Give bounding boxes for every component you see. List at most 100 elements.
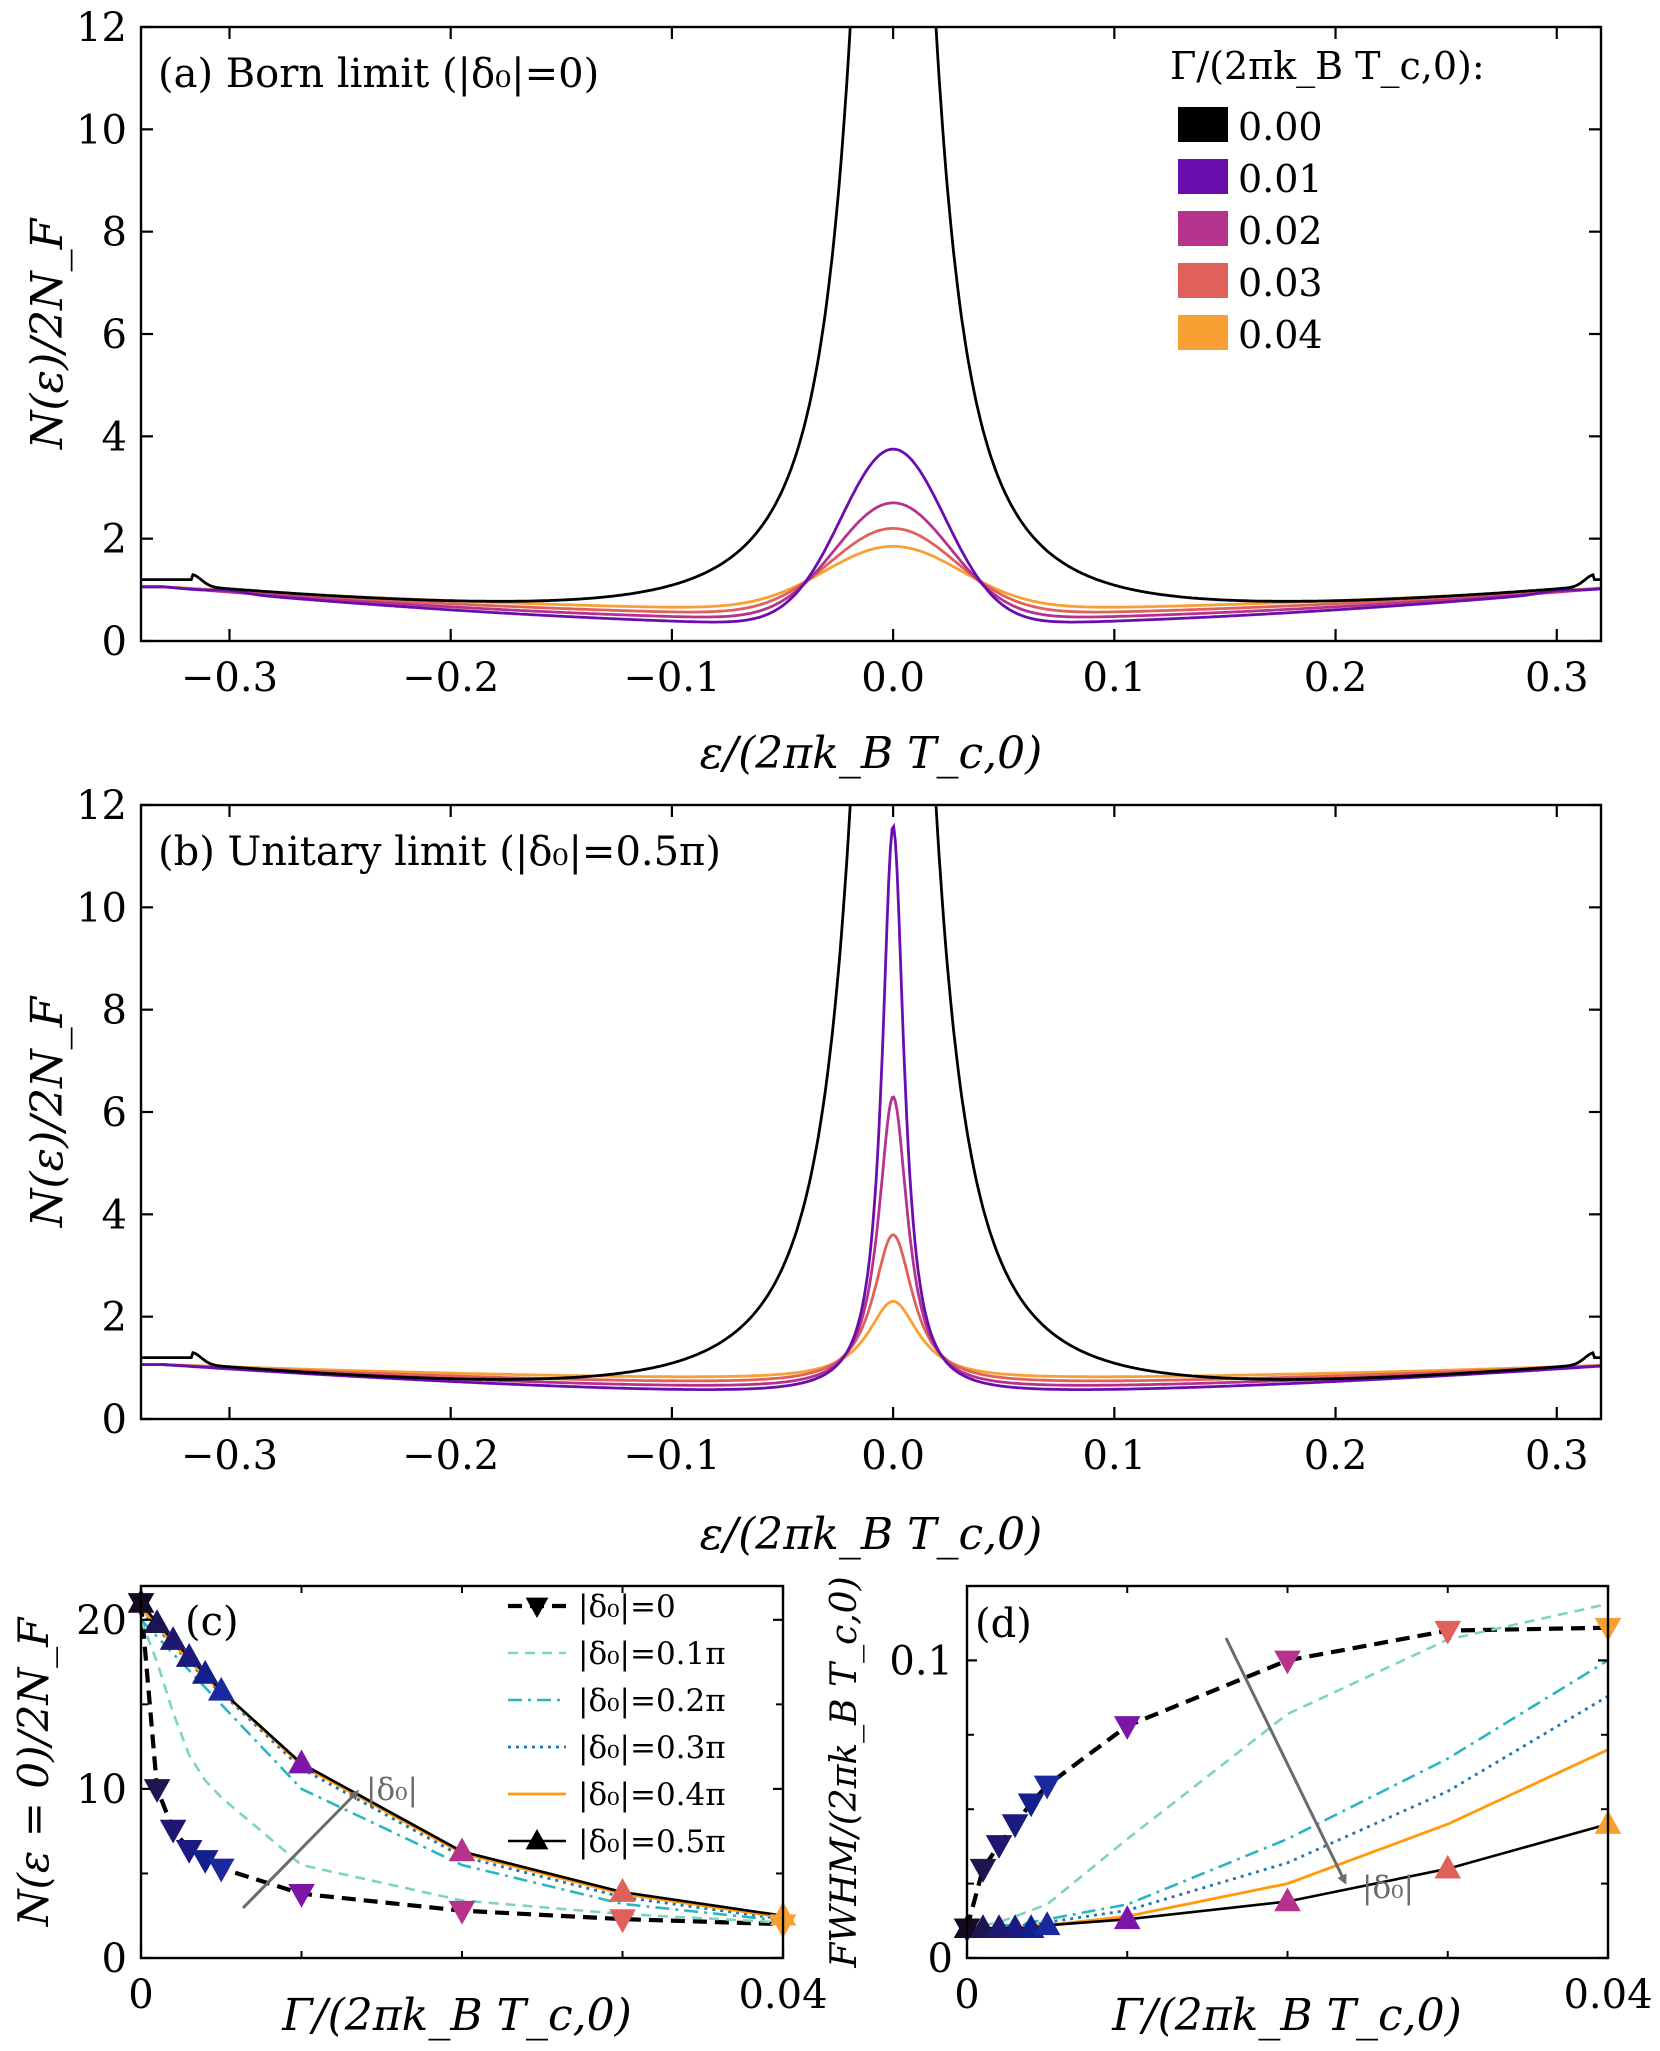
c-marker-5-3 — [175, 1643, 203, 1667]
panel-d: 0 0.04 0 0.1 |δ₀| (d) Γ/(2πk_B T_c,0) FWHM/… — [824, 1576, 1653, 2041]
panel-a-xtick-label-6: 0.3 — [1525, 655, 1589, 701]
panel-a-xtick-label-5: 0.2 — [1304, 655, 1368, 701]
d-marker-5-8 — [1434, 1854, 1462, 1879]
panel-a-ytick-label-1: 2 — [102, 517, 127, 563]
panel-c: 0 0.04 0 10 20 |δ₀| (c) Γ/(2πk_B T_c,0) N(ε … — [9, 1584, 828, 2041]
panel-b-ytick-label-2: 4 — [102, 1192, 127, 1238]
panel-d-arrow-label: |δ₀| — [1362, 1870, 1414, 1906]
c-marker-5-5 — [207, 1676, 235, 1701]
panel-b-xtick-label-0: −0.3 — [181, 1433, 278, 1479]
panel-c-frame — [139, 1584, 785, 1960]
c-marker-0-3 — [175, 1839, 203, 1864]
panel-a-ylabel: N(ε)/2N_F — [22, 217, 73, 450]
c-marker-0-7 — [448, 1900, 476, 1925]
panel-a-ytick-label-6: 12 — [76, 5, 127, 51]
panel-c-xtick-label-1: 0.04 — [738, 1972, 827, 2018]
a-series-0.00 — [141, 27, 1601, 603]
panel-a: −0.3 −0.2 −0.1 0.0 0.1 0.2 0.3 0 2 4 6 8 10 12 (a) Bo… — [22, 5, 1603, 779]
panel-b-xtick-label-3: 0.0 — [861, 1433, 925, 1479]
panel-b-ytick-label-4: 8 — [102, 988, 127, 1034]
panel-c-arrow — [241, 1789, 360, 1910]
panel-d-annotation: (d) — [975, 1601, 1032, 1647]
legend-swatch-3 — [1178, 263, 1228, 298]
c-marker-0-8 — [609, 1909, 636, 1934]
d-marker-0-1 — [969, 1858, 997, 1883]
panel-a-annotation: (a) Born limit (|δ₀|=0) — [158, 51, 599, 97]
panel-b-ytick-label-5: 10 — [76, 885, 127, 931]
c-legend-label-5: |δ₀|=0.5π — [578, 1824, 726, 1860]
panel-a-xlabel: ε/(2πk_B T_c,0) — [700, 728, 1043, 779]
legend-label-2: 0.02 — [1238, 209, 1323, 253]
panel-b-ytick-label-1: 2 — [102, 1295, 127, 1341]
panel-b-ticks: −0.3 −0.2 −0.1 0.0 0.1 0.2 0.3 0 2 4 6 8 10 12 — [76, 783, 1601, 1479]
c-legend-label-4: |δ₀|=0.4π — [578, 1777, 726, 1813]
d-marker-0-4 — [1017, 1793, 1045, 1818]
legend-label-0: 0.00 — [1238, 105, 1323, 149]
panel-a-ticks: −0.3 −0.2 −0.1 0.0 0.1 0.2 0.3 0 2 4 6 8 10 12 — [76, 5, 1601, 701]
c-marker-0-4 — [191, 1850, 219, 1874]
panel-b-xtick-label-1: −0.2 — [402, 1433, 499, 1479]
panel-b-ytick-label-3: 6 — [102, 1090, 127, 1136]
panel-d-ytick-label-0: 0 — [928, 1936, 953, 1982]
panel-b-ytick-label-0: 0 — [102, 1397, 127, 1443]
panel-d-xtick-label-1: 0.04 — [1563, 1972, 1652, 2018]
panel-c-ytick-label-0: 0 — [102, 1936, 127, 1982]
a-series-0.01 — [141, 447, 1601, 624]
panel-b-xtick-label-6: 0.3 — [1525, 1433, 1589, 1479]
panel-b-xtick-label-5: 0.2 — [1304, 1433, 1368, 1479]
legend-label-1: 0.01 — [1238, 157, 1323, 201]
panel-a-xtick-label-3: 0.0 — [861, 655, 925, 701]
c-line-0 — [138, 1602, 784, 1927]
c-legend-marker-0 — [525, 1597, 549, 1618]
legend-swatch-1 — [1178, 159, 1228, 194]
b-series-0.00 — [141, 805, 1601, 1381]
d-marker-0-3 — [1001, 1814, 1029, 1839]
legend-title: Γ/(2πk_B T_c,0): — [1170, 44, 1485, 89]
panel-b: −0.3 −0.2 −0.1 0.0 0.1 0.2 0.3 0 2 4 6 8 10 12 (b) Un… — [22, 783, 1603, 1560]
c-marker-5-6 — [288, 1749, 315, 1774]
panel-b-curves — [141, 805, 1601, 1391]
panel-b-annotation: (b) Unitary limit (|δ₀|=0.5π) — [158, 829, 721, 875]
d-marker-0-7 — [1274, 1650, 1301, 1675]
panel-c-legend: |δ₀|=0 |δ₀|=0.1π |δ₀|=0.2π |δ₀|=0.3π |δ₀|=0.… — [508, 1589, 726, 1860]
legend-swatch-2 — [1178, 211, 1228, 246]
d-line-1 — [966, 1602, 1609, 1930]
c-line-1 — [139, 1619, 784, 1924]
panel-d-ticks: 0 0.04 0 0.1 — [889, 1586, 1653, 2018]
panel-d-xtick-label-0: 0 — [954, 1972, 979, 2018]
panel-d-ylabel: FWHM/(2πk_B T_c,0) — [824, 1576, 865, 1968]
panel-a-ytick-label-4: 8 — [102, 210, 127, 256]
panel-d-arrow — [1224, 1637, 1347, 1885]
d-marker-0-8 — [1434, 1620, 1462, 1645]
panel-c-annotation: (c) — [185, 1599, 239, 1645]
panel-b-xtick-label-2: −0.1 — [623, 1433, 720, 1479]
c-legend-label-0: |δ₀|=0 — [578, 1589, 676, 1625]
c-marker-0-2 — [159, 1819, 187, 1844]
panel-b-xlabel: ε/(2πk_B T_c,0) — [700, 1509, 1043, 1560]
panel-b-xtick-label-4: 0.1 — [1083, 1433, 1147, 1479]
panel-a-ytick-label-2: 4 — [102, 414, 127, 460]
a-series-0.02 — [141, 501, 1601, 619]
d-line-5 — [967, 1822, 1609, 1930]
c-marker-5-4 — [191, 1659, 219, 1684]
c-legend-marker-5 — [525, 1829, 549, 1850]
panel-d-frame — [965, 1584, 1610, 1960]
c-marker-5-8 — [609, 1878, 636, 1902]
legend-swatch-4 — [1178, 315, 1228, 350]
c-marker-0-1 — [143, 1779, 171, 1803]
panel-b-frame — [139, 803, 1603, 1421]
c-marker-5-7 — [448, 1837, 476, 1862]
panel-d-ytick-label-1: 0.1 — [889, 1638, 953, 1684]
panel-c-xlabel: Γ/(2πk_B T_c,0) — [281, 1990, 632, 2041]
c-marker-0-5 — [207, 1858, 235, 1883]
panel-c-curves — [127, 1588, 797, 1939]
b-series-0.01 — [141, 822, 1601, 1391]
c-marker-5-1 — [143, 1609, 171, 1633]
panel-a-ytick-label-0: 0 — [102, 619, 127, 665]
c-marker-0-6 — [288, 1883, 315, 1908]
d-marker-0-5 — [1033, 1775, 1061, 1800]
panel-a-xtick-label-1: −0.2 — [402, 655, 499, 701]
b-series-0.04 — [141, 1299, 1601, 1379]
c-legend-label-3: |δ₀|=0.3π — [578, 1730, 726, 1766]
d-marker-0-2 — [985, 1835, 1013, 1859]
